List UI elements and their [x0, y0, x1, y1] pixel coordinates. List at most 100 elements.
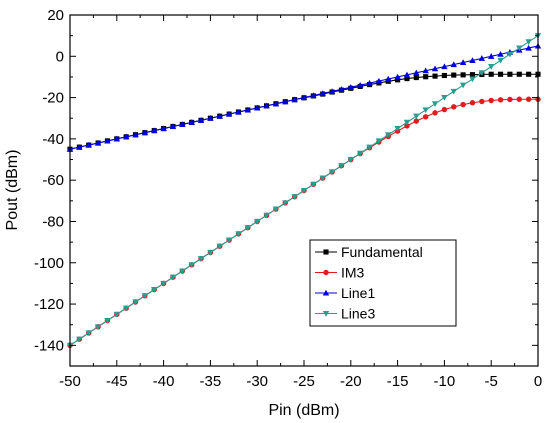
- series-line-fundamental: [69, 73, 538, 150]
- data-point-line1: [403, 71, 411, 78]
- data-point-fundamental: [404, 76, 410, 82]
- data-point-im3: [507, 96, 513, 103]
- legend-label: IM3: [341, 265, 365, 281]
- data-point-line3: [197, 256, 205, 262]
- data-point-line3: [497, 57, 504, 64]
- legend-box: [309, 239, 457, 327]
- data-point-line1: [225, 110, 233, 117]
- data-point-line3: [403, 119, 411, 126]
- data-point-line3: [347, 156, 354, 163]
- x-tick-label: -45: [106, 373, 128, 390]
- data-point-line1: [422, 67, 429, 74]
- data-point-line3: [76, 336, 83, 343]
- data-point-line3: [310, 181, 317, 188]
- y-tick-label: -120: [34, 296, 64, 313]
- series-fundamental: [67, 71, 541, 152]
- data-point-line3: [104, 318, 111, 324]
- data-point-line3: [160, 280, 167, 287]
- data-point-line1: [160, 125, 167, 132]
- data-point-line1: [488, 53, 495, 59]
- data-point-fundamental: [432, 73, 438, 79]
- data-point-line3: [235, 231, 242, 238]
- data-point-line1: [244, 106, 252, 113]
- data-point-line3: [263, 212, 270, 219]
- data-point-line3: [225, 237, 233, 244]
- data-point-line1: [347, 84, 354, 90]
- data-point-fundamental: [441, 72, 447, 79]
- data-point-fundamental: [526, 71, 532, 77]
- data-point-line1: [413, 69, 420, 76]
- data-point-line3: [132, 299, 139, 306]
- data-point-line3: [188, 262, 195, 269]
- data-point-fundamental: [488, 71, 494, 77]
- data-point-line1: [394, 73, 401, 80]
- data-point-line3: [375, 138, 383, 145]
- data-point-line3: [488, 64, 495, 70]
- y-tick-label: -80: [42, 213, 64, 230]
- data-point-line1: [375, 77, 383, 84]
- data-point-line1: [356, 82, 364, 88]
- data-point-fundamental: [469, 72, 476, 78]
- data-point-line1: [291, 96, 298, 103]
- data-point-im3: [422, 114, 429, 120]
- data-point-fundamental: [460, 72, 466, 78]
- data-point-fundamental: [395, 77, 401, 83]
- data-point-line3: [328, 169, 336, 176]
- data-point-line3: [272, 206, 280, 213]
- y-axis-title: Pout (dBm): [4, 150, 21, 231]
- data-point-im3: [460, 101, 466, 108]
- data-point-line3: [122, 305, 130, 312]
- y-tick-label: -60: [42, 172, 64, 189]
- y-tick-label: -140: [34, 337, 64, 354]
- data-point-line1: [94, 139, 102, 146]
- x-axis-title: Pin (dBm): [268, 402, 339, 419]
- data-point-line1: [310, 92, 317, 99]
- data-point-im3: [404, 123, 410, 129]
- data-point-line1: [469, 57, 476, 63]
- data-point-line3: [366, 144, 373, 151]
- series-line3: [66, 33, 542, 349]
- data-point-line3: [94, 324, 102, 330]
- legend-label: Fundamental: [341, 244, 423, 260]
- data-point-line3: [151, 287, 158, 293]
- data-point-line1: [122, 133, 130, 140]
- data-point-line3: [385, 132, 392, 138]
- data-point-line1: [272, 100, 280, 107]
- data-point-line1: [478, 55, 486, 61]
- data-point-fundamental: [507, 71, 513, 77]
- y-tick-label: -40: [42, 131, 64, 148]
- legend-label: Line1: [341, 285, 375, 301]
- legend-item-line1: Line1: [315, 285, 375, 301]
- x-tick-label: -30: [246, 373, 268, 390]
- data-point-line1: [132, 131, 139, 138]
- data-point-line3: [244, 225, 252, 231]
- ticks-layer: -50 -45 -40 -35 -30 -25 -20 -15 -10 -5 0200-20-40-…: [34, 7, 542, 390]
- series-line-im3: [69, 98, 538, 346]
- data-point-line3: [254, 218, 261, 225]
- legend: Fundamental IM3 Line1 Line3: [309, 239, 457, 327]
- y-tick-label: 0: [56, 48, 64, 65]
- data-point-line3: [450, 88, 457, 95]
- data-point-fundamental: [413, 75, 419, 81]
- data-point-line1: [235, 108, 242, 115]
- data-point-line3: [169, 274, 177, 281]
- data-point-line3: [179, 268, 186, 275]
- data-point-line1: [85, 141, 92, 148]
- legend-item-fundamental: Fundamental: [315, 244, 423, 260]
- data-point-fundamental: [498, 71, 504, 77]
- data-point-line3: [441, 95, 448, 101]
- data-point-line1: [216, 112, 223, 119]
- data-point-im3: [432, 110, 438, 116]
- data-point-im3: [525, 96, 532, 102]
- data-point-line1: [497, 51, 504, 57]
- data-point-line3: [431, 101, 439, 107]
- data-point-line1: [113, 135, 120, 142]
- data-point-line1: [366, 79, 373, 86]
- legend-item-im3: IM3: [315, 265, 365, 281]
- legend-label: Line3: [341, 306, 375, 322]
- data-point-line3: [113, 311, 120, 318]
- data-point-line1: [207, 115, 214, 121]
- y-tick-label: 20: [47, 7, 64, 24]
- data-point-line1: [328, 88, 336, 94]
